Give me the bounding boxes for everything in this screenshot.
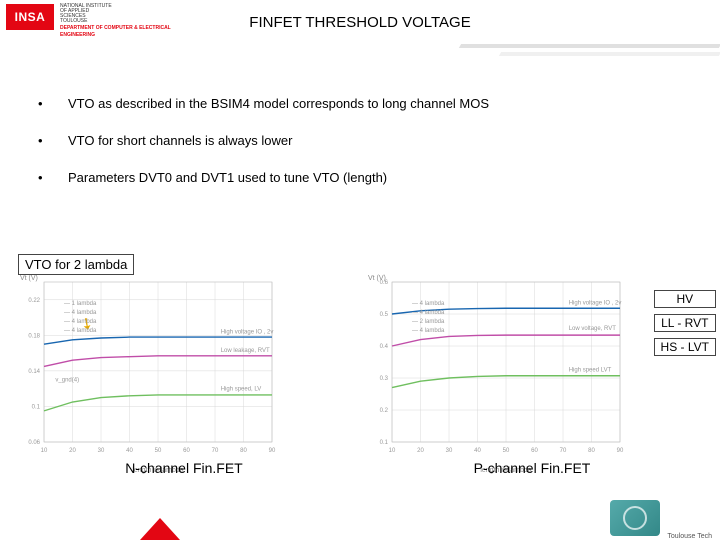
bullet-item: • Parameters DVT0 and DVT1 used to tune … bbox=[38, 170, 700, 185]
footer-logo-icon bbox=[610, 500, 660, 536]
svg-text:High voltage IO , 2v: High voltage IO , 2v bbox=[221, 330, 274, 336]
svg-text:60: 60 bbox=[183, 448, 190, 454]
svg-text:Vt (V): Vt (V) bbox=[368, 275, 386, 282]
charts-row: 10 20 30 40 50 60 70 80 90 0.06 0.1 0.14 0.18 0.22 Hig… bbox=[10, 268, 710, 478]
svg-text:70: 70 bbox=[560, 448, 567, 454]
svg-text:0.2: 0.2 bbox=[380, 408, 389, 414]
bullet-icon: • bbox=[38, 170, 68, 185]
label-ll-rvt: LL - RVT bbox=[654, 314, 716, 332]
svg-text:High speed LVT: High speed LVT bbox=[569, 368, 612, 374]
bullet-text: Parameters DVT0 and DVT1 used to tune VT… bbox=[68, 170, 387, 185]
page-title: FINFET THRESHOLD VOLTAGE bbox=[0, 14, 720, 31]
bullet-item: • VTO for short channels is always lower bbox=[38, 133, 700, 148]
svg-text:10: 10 bbox=[41, 448, 48, 454]
bullet-list: • VTO as described in the BSIM4 model co… bbox=[38, 96, 700, 207]
n-channel-chart: 10 20 30 40 50 60 70 80 90 0.06 0.1 0.14 0.18 0.22 Hig… bbox=[10, 268, 358, 478]
svg-text:High speed, LV: High speed, LV bbox=[221, 386, 262, 392]
svg-text:90: 90 bbox=[269, 448, 276, 454]
svg-text:0.1: 0.1 bbox=[32, 404, 41, 410]
label-hs-lvt: HS - LVT bbox=[654, 338, 716, 356]
svg-text:Vt (V): Vt (V) bbox=[20, 275, 38, 282]
caption-vto-2lambda: VTO for 2 lambda bbox=[18, 254, 134, 275]
n-chart-svg: 10 20 30 40 50 60 70 80 90 0.06 0.1 0.14 0.18 0.22 Hig… bbox=[10, 268, 358, 478]
p-chart-title: P-channel Fin.FET bbox=[358, 460, 706, 476]
n-chart-title: N-channel Fin.FET bbox=[10, 460, 358, 476]
svg-text:10: 10 bbox=[389, 448, 396, 454]
svg-text:0.22: 0.22 bbox=[28, 298, 40, 304]
svg-text:0.3: 0.3 bbox=[380, 376, 389, 382]
p-chart-legend: — 4 lambda— 4 lambda— 2 lambda— 4 lambda bbox=[412, 300, 444, 336]
svg-text:0.4: 0.4 bbox=[380, 344, 389, 350]
svg-text:Low voltage, RVT: Low voltage, RVT bbox=[569, 326, 617, 332]
svg-text:40: 40 bbox=[474, 448, 481, 454]
bullet-text: VTO as described in the BSIM4 model corr… bbox=[68, 96, 489, 111]
svg-text:30: 30 bbox=[446, 448, 453, 454]
red-accent-triangle bbox=[140, 518, 180, 540]
bullet-icon: • bbox=[38, 96, 68, 111]
legend-labels: HV LL - RVT HS - LVT bbox=[654, 290, 716, 356]
svg-text:0.06: 0.06 bbox=[28, 440, 40, 446]
svg-text:50: 50 bbox=[155, 448, 162, 454]
svg-text:60: 60 bbox=[531, 448, 538, 454]
svg-text:30: 30 bbox=[98, 448, 105, 454]
svg-text:50: 50 bbox=[503, 448, 510, 454]
svg-text:0.5: 0.5 bbox=[380, 312, 389, 318]
n-chart-legend: — 1 lambda— 4 lambda— 4 lambda— 4 lambda bbox=[64, 300, 96, 336]
svg-text:20: 20 bbox=[69, 448, 76, 454]
svg-text:High voltage IO , 2v: High voltage IO , 2v bbox=[569, 300, 622, 306]
svg-text:80: 80 bbox=[588, 448, 595, 454]
svg-text:90: 90 bbox=[617, 448, 624, 454]
svg-text:20: 20 bbox=[417, 448, 424, 454]
bullet-text: VTO for short channels is always lower bbox=[68, 133, 292, 148]
svg-text:70: 70 bbox=[212, 448, 219, 454]
bullet-icon: • bbox=[38, 133, 68, 148]
slide-header: INSA NATIONAL INSTITUTE OF APPLIED SCIEN… bbox=[0, 0, 720, 50]
dept-l2: ENGINEERING bbox=[60, 33, 171, 38]
svg-text:Low leakage, RVT: Low leakage, RVT bbox=[221, 348, 270, 354]
svg-text:0.1: 0.1 bbox=[380, 440, 389, 446]
svg-text:40: 40 bbox=[126, 448, 133, 454]
svg-text:v_gnd(4): v_gnd(4) bbox=[55, 378, 79, 384]
svg-text:0.18: 0.18 bbox=[28, 333, 40, 339]
svg-text:80: 80 bbox=[240, 448, 247, 454]
label-hv: HV bbox=[654, 290, 716, 308]
footer-brand: Toulouse Tech bbox=[667, 533, 712, 540]
decorative-lines bbox=[460, 44, 720, 60]
bullet-item: • VTO as described in the BSIM4 model co… bbox=[38, 96, 700, 111]
svg-text:0.14: 0.14 bbox=[28, 369, 40, 375]
